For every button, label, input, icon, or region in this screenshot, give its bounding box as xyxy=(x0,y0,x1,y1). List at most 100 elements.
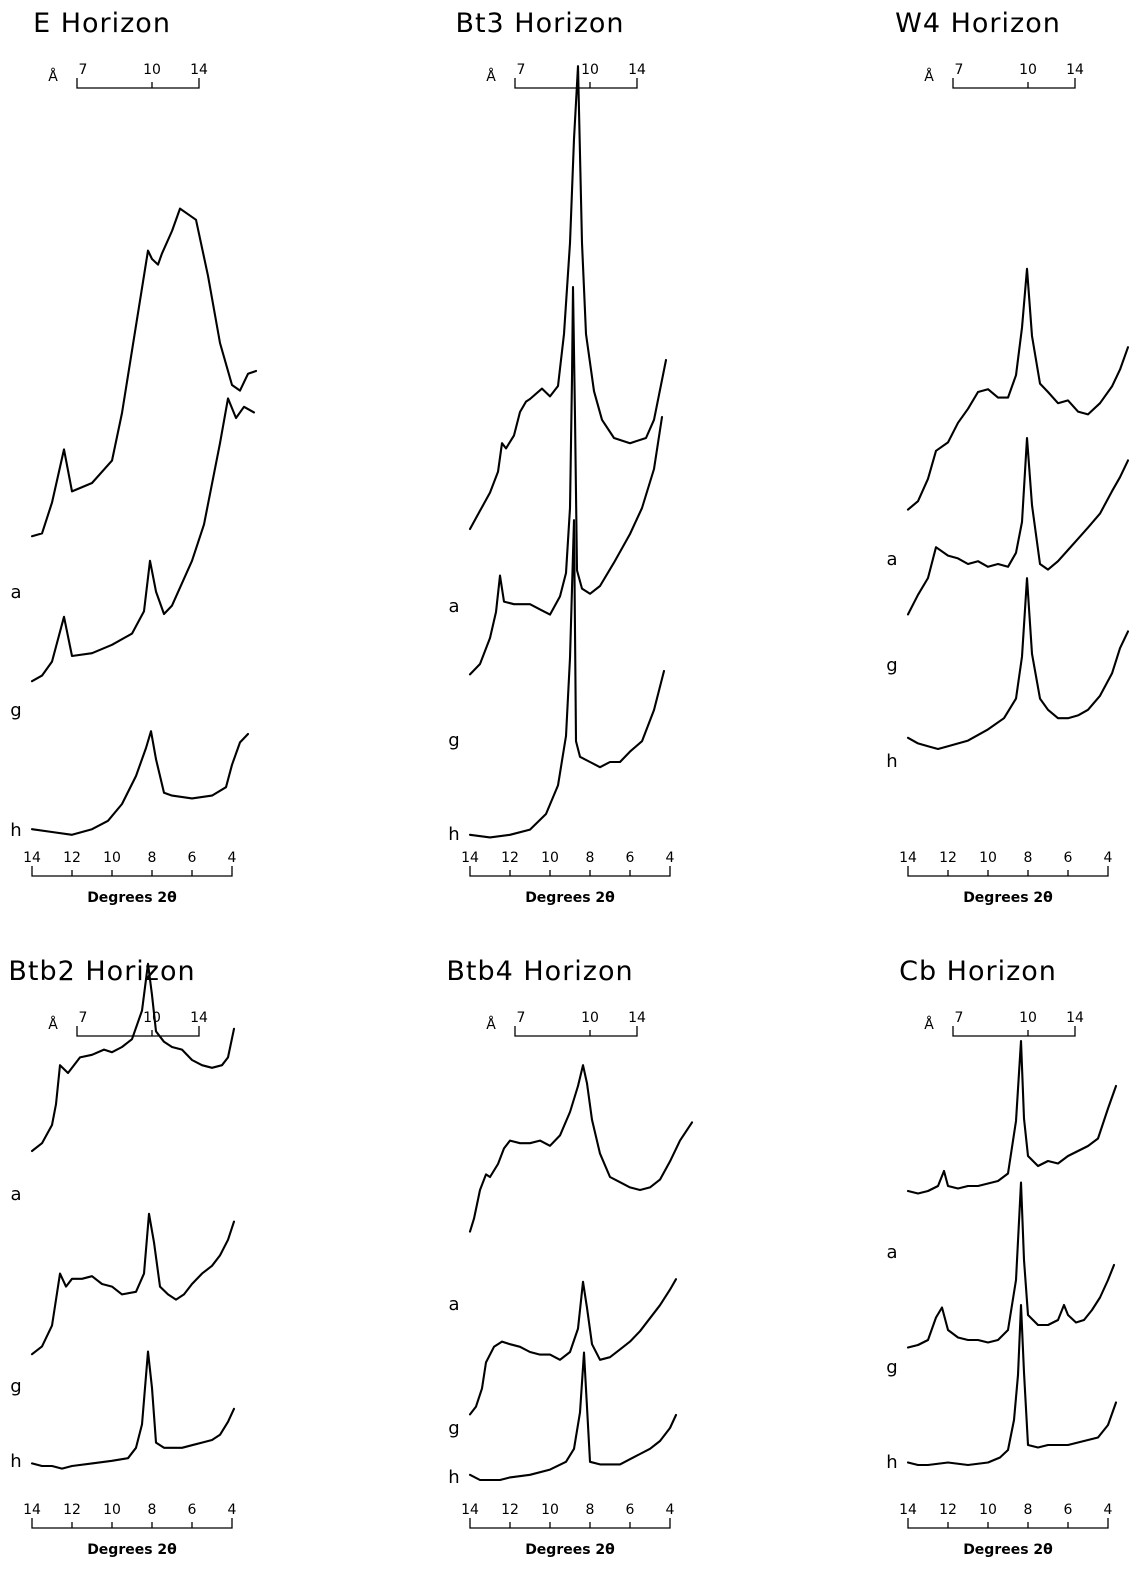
x-axis-label: Degrees 2θ xyxy=(963,890,1053,906)
trace-a xyxy=(30,207,258,538)
degree-tick-label: 14 xyxy=(899,850,917,866)
angstrom-tick-label: 10 xyxy=(581,62,599,78)
degree-axis-line xyxy=(907,866,1109,877)
degree-tick-label: 8 xyxy=(148,850,157,866)
trace-h xyxy=(906,1303,1118,1467)
degree-tick-label: 8 xyxy=(586,850,595,866)
trace-g xyxy=(906,436,1130,616)
degree-tick-label: 8 xyxy=(148,1502,157,1518)
degree-tick-label: 6 xyxy=(626,1502,635,1518)
trace-label-g: g xyxy=(448,1418,459,1439)
angstrom-tick-label: 14 xyxy=(190,1010,208,1026)
trace-label-a: a xyxy=(448,1294,459,1315)
degree-tick-label: 4 xyxy=(228,850,237,866)
degree-tick-label: 12 xyxy=(501,1502,519,1518)
trace-h xyxy=(468,1351,678,1482)
trace-label-a: a xyxy=(886,1242,897,1263)
x-axis-label: Degrees 2θ xyxy=(87,890,177,906)
degree-tick-label: 10 xyxy=(103,850,121,866)
degree-tick-label: 4 xyxy=(228,1502,237,1518)
trace-label-a: a xyxy=(448,596,459,617)
degree-tick-label: 14 xyxy=(23,1502,41,1518)
trace-label-h: h xyxy=(10,1451,21,1472)
degree-tick-label: 6 xyxy=(188,850,197,866)
trace-a xyxy=(30,962,236,1153)
trace-label-h: h xyxy=(10,820,21,841)
panel-title: W4 Horizon xyxy=(895,8,1061,39)
degree-tick-label: 8 xyxy=(1024,1502,1033,1518)
angstrom-tick-label: 7 xyxy=(955,1010,964,1026)
degree-tick-label: 12 xyxy=(939,1502,957,1518)
degree-axis-line xyxy=(469,1518,671,1529)
degree-tick-label: 4 xyxy=(1104,1502,1113,1518)
angstrom-unit-label: Å xyxy=(48,1016,58,1033)
degree-tick-label: 8 xyxy=(1024,850,1033,866)
angstrom-unit-label: Å xyxy=(486,1016,496,1033)
trace-h xyxy=(906,577,1130,751)
degree-tick-label: 14 xyxy=(461,1502,479,1518)
trace-label-g: g xyxy=(10,1376,21,1397)
degree-tick-label: 10 xyxy=(979,850,997,866)
angstrom-scale-bar xyxy=(952,78,1076,89)
angstrom-scale-bar xyxy=(76,1026,200,1037)
degree-tick-label: 14 xyxy=(461,850,479,866)
angstrom-tick-label: 7 xyxy=(79,1010,88,1026)
angstrom-unit-label: Å xyxy=(48,68,58,85)
trace-g xyxy=(30,1212,236,1356)
trace-g xyxy=(30,397,256,683)
trace-h xyxy=(30,730,250,836)
degree-tick-label: 10 xyxy=(103,1502,121,1518)
trace-a xyxy=(906,1039,1118,1195)
degree-tick-label: 14 xyxy=(899,1502,917,1518)
trace-a xyxy=(468,1064,694,1233)
angstrom-tick-label: 10 xyxy=(581,1010,599,1026)
degree-axis-line xyxy=(31,866,233,877)
trace-label-g: g xyxy=(886,655,897,676)
x-axis-label: Degrees 2θ xyxy=(963,1542,1053,1558)
angstrom-tick-label: 14 xyxy=(190,62,208,78)
panel-title: E Horizon xyxy=(33,8,171,39)
trace-h xyxy=(468,519,666,839)
degree-tick-label: 6 xyxy=(188,1502,197,1518)
angstrom-unit-label: Å xyxy=(486,68,496,85)
trace-label-g: g xyxy=(448,730,459,751)
degree-tick-label: 10 xyxy=(979,1502,997,1518)
angstrom-tick-label: 14 xyxy=(1066,62,1084,78)
degree-tick-label: 4 xyxy=(1104,850,1113,866)
degree-tick-label: 10 xyxy=(541,1502,559,1518)
degree-axis-line xyxy=(469,866,671,877)
trace-g xyxy=(468,285,664,676)
angstrom-tick-label: 10 xyxy=(143,62,161,78)
angstrom-scale-bar xyxy=(76,78,200,89)
trace-label-g: g xyxy=(10,700,21,721)
panel-title: Bt3 Horizon xyxy=(455,8,624,39)
angstrom-tick-label: 10 xyxy=(1019,1010,1037,1026)
degree-tick-label: 12 xyxy=(63,850,81,866)
degree-axis-line xyxy=(31,1518,233,1529)
degree-tick-label: 6 xyxy=(1064,850,1073,866)
degree-tick-label: 6 xyxy=(1064,1502,1073,1518)
x-axis-label: Degrees 2θ xyxy=(525,1542,615,1558)
trace-label-a: a xyxy=(886,549,897,570)
degree-tick-label: 4 xyxy=(666,1502,675,1518)
panel-title: Btb2 Horizon xyxy=(8,956,195,987)
trace-h xyxy=(30,1350,236,1470)
trace-label-a: a xyxy=(10,582,21,603)
angstrom-tick-label: 14 xyxy=(1066,1010,1084,1026)
panel-title: Btb4 Horizon xyxy=(446,956,633,987)
angstrom-unit-label: Å xyxy=(924,68,934,85)
trace-a xyxy=(906,267,1130,511)
trace-label-a: a xyxy=(10,1184,21,1205)
angstrom-tick-label: 7 xyxy=(517,62,526,78)
degree-tick-label: 4 xyxy=(666,850,675,866)
degree-axis-line xyxy=(907,1518,1109,1529)
trace-label-h: h xyxy=(448,1467,459,1488)
degree-tick-label: 14 xyxy=(23,850,41,866)
angstrom-tick-label: 14 xyxy=(628,62,646,78)
degree-tick-label: 10 xyxy=(541,850,559,866)
trace-label-h: h xyxy=(886,1452,897,1473)
panel-title: Cb Horizon xyxy=(899,956,1057,987)
angstrom-tick-label: 10 xyxy=(143,1010,161,1026)
angstrom-tick-label: 14 xyxy=(628,1010,646,1026)
